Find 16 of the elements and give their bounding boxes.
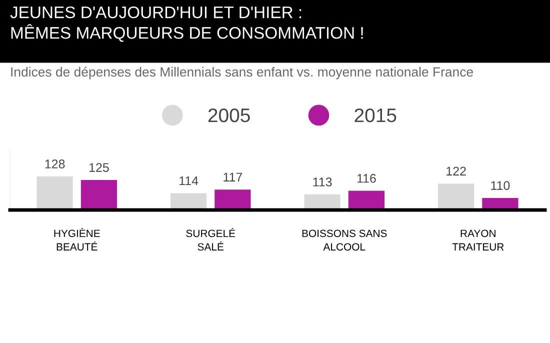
x-tick-label: BOISSONS SANS ALCOOL xyxy=(302,230,387,251)
legend-label: 2005 xyxy=(208,108,250,122)
data-label: 128 xyxy=(45,160,65,168)
x-tick-label: RAYON TRAITEUR xyxy=(452,230,504,251)
x-tick-label: HYGIÈNE BEAUTÉ xyxy=(54,228,100,251)
chart-subtitle: Indices de dépenses des Millennials sans enfant vs. moyenne nationale France xyxy=(11,66,473,80)
chart-title: JEUNES D'AUJOURD'HUI ET D'HIER : MÊMES MARQUEURS DE CONSOMMATION ! xyxy=(10,6,363,42)
data-label: 110 xyxy=(491,181,510,190)
data-label: 113 xyxy=(313,178,332,186)
legend-label: 2015 xyxy=(354,108,396,122)
x-tick-label: SURGELÉ SALÉ xyxy=(186,228,236,251)
data-label: 122 xyxy=(446,166,466,176)
data-label: 125 xyxy=(89,163,109,172)
data-label: 114 xyxy=(180,176,198,186)
data-label: 116 xyxy=(357,174,376,183)
data-label: 117 xyxy=(224,172,242,182)
